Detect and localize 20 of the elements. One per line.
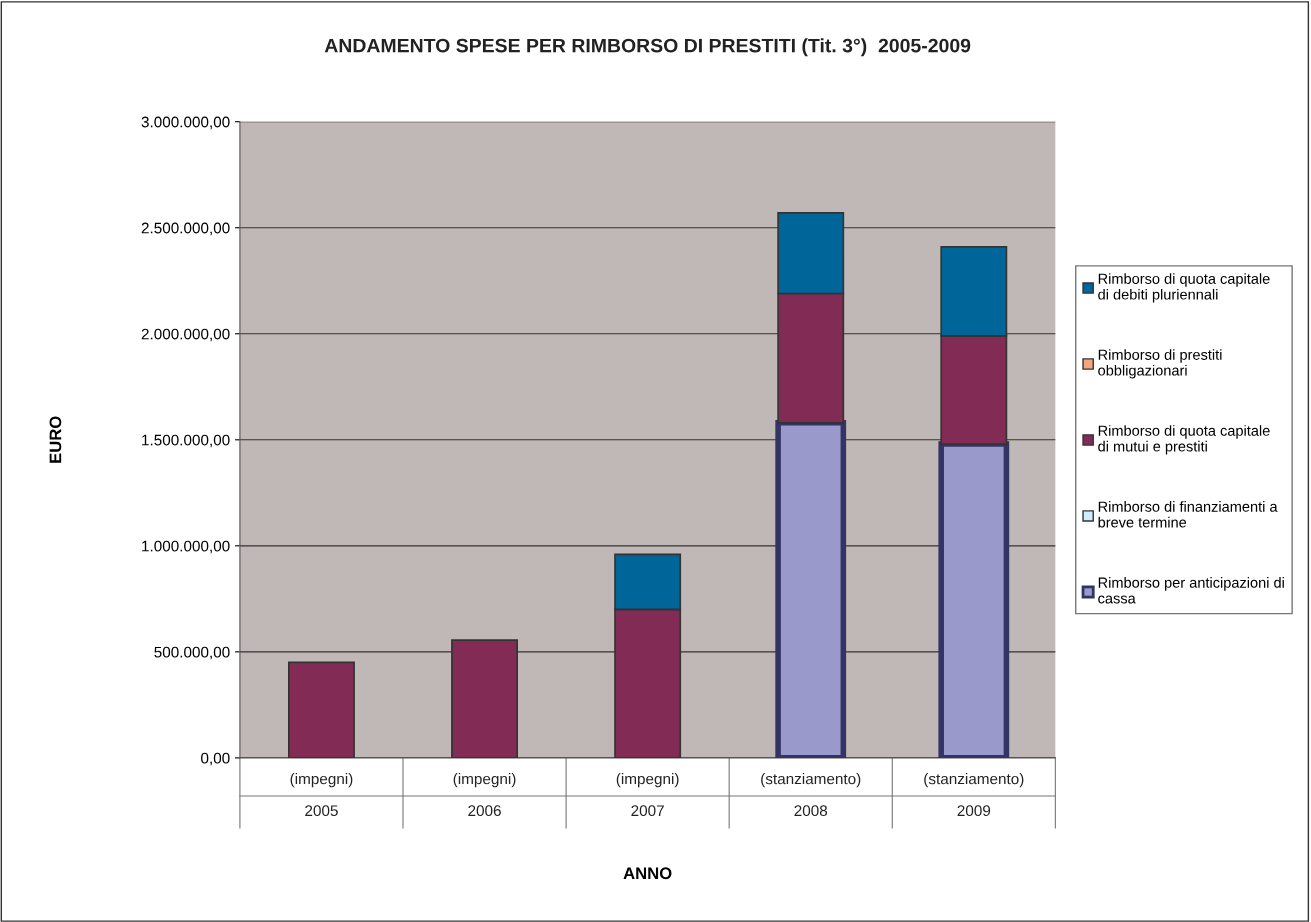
y-tick-label: 500.000,00 <box>154 646 230 660</box>
x-tick-label: (stanziamento) 2008 <box>761 773 861 817</box>
y-tick-label: 1.500.000,00 <box>142 434 230 448</box>
x-tick-label: (impegni) 2007 <box>616 773 679 817</box>
y-axis-title: EURO <box>49 416 62 463</box>
y-tick-label: 0,00 <box>201 752 230 766</box>
x-tick-label: (impegni) 2005 <box>290 773 353 817</box>
legend-label: Rimborso di quota capitale di mutui e prestiti <box>1098 425 1270 455</box>
chart-title: ANDAMENTO SPESE PER RIMBORSO DI PRESTITI (Tit. 3°) 2005-2009 <box>324 38 971 57</box>
x-tick-label: (impegni) 2006 <box>453 773 516 817</box>
x-axis-title: ANNO <box>623 867 672 880</box>
legend-label: Rimborso di finanziamenti a breve termine <box>1098 501 1278 528</box>
legend-label: Rimborso di prestiti obbligazionari <box>1098 349 1222 379</box>
legend-label: Rimborso per anticipazioni di cassa <box>1098 577 1284 604</box>
x-tick-label: (stanziamento) 2009 <box>924 773 1024 817</box>
y-tick-label: 1.000.000,00 <box>142 540 230 554</box>
y-tick-label: 3.000.000,00 <box>141 116 230 130</box>
y-tick-label: 2.000.000,00 <box>141 328 230 342</box>
y-tick-label: 2.500.000,00 <box>141 222 230 236</box>
legend-label: Rimborso di quota capitale di debiti pluriennali <box>1098 273 1270 303</box>
